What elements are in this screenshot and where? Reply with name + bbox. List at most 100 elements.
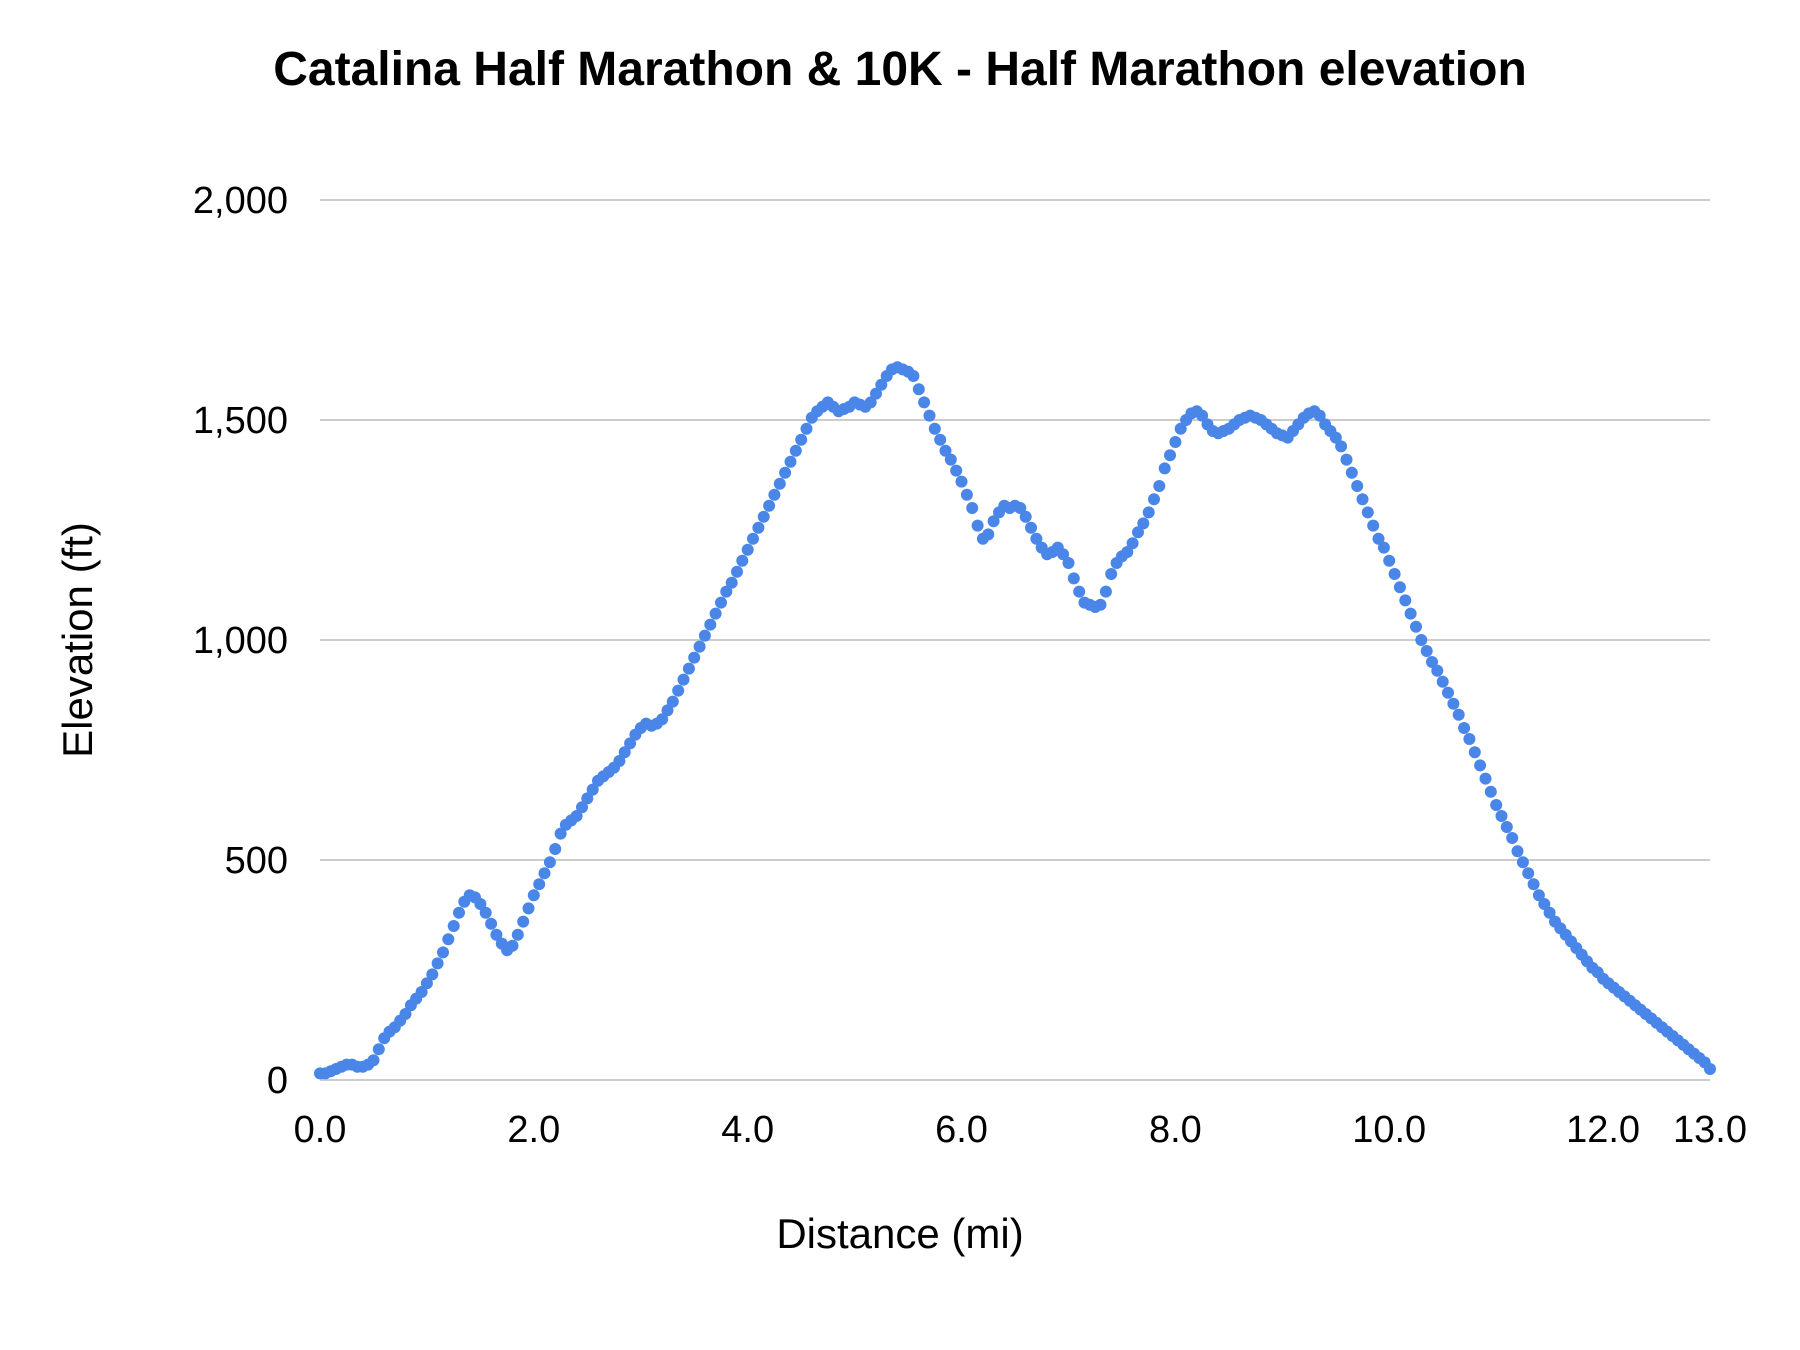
- data-point: [613, 755, 626, 767]
- data-point: [955, 475, 968, 488]
- data-point: [944, 453, 957, 466]
- data-point: [1458, 722, 1471, 734]
- data-point: [624, 737, 637, 750]
- data-point: [1067, 572, 1080, 585]
- data-point: [1367, 519, 1380, 532]
- data-point: [1420, 645, 1433, 657]
- data-point: [918, 396, 931, 409]
- data-point: [1158, 462, 1171, 475]
- data-point: [768, 488, 781, 501]
- data-point: [688, 651, 701, 664]
- data-point: [522, 902, 535, 915]
- data-point: [1490, 799, 1503, 811]
- data-point: [912, 383, 925, 396]
- data-point: [725, 576, 738, 589]
- data-point: [1105, 568, 1118, 580]
- data-point: [731, 565, 743, 578]
- data-point: [1431, 664, 1444, 677]
- data-point: [779, 466, 792, 479]
- data-point: [763, 499, 776, 512]
- data-point: [1062, 557, 1075, 569]
- data-point: [773, 477, 786, 490]
- data-point: [1019, 510, 1032, 523]
- data-point: [864, 396, 877, 409]
- data-point: [543, 856, 556, 869]
- data-point: [1121, 546, 1134, 558]
- data-point: [431, 957, 444, 970]
- data-point: [704, 618, 717, 631]
- data-point: [752, 521, 765, 534]
- data-point: [1356, 493, 1369, 506]
- data-point: [554, 827, 567, 840]
- data-point: [1030, 532, 1043, 545]
- data-point: [1073, 585, 1086, 598]
- data-point: [1196, 409, 1209, 422]
- x-axis-title: Distance (mi): [776, 1210, 1024, 1257]
- data-point: [1393, 581, 1406, 594]
- chart-title: Catalina Half Marathon & 10K - Half Mara…: [273, 43, 1527, 96]
- data-point: [426, 968, 439, 981]
- data-point: [987, 515, 1000, 528]
- data-point: [490, 928, 503, 941]
- data-point: [1410, 620, 1422, 633]
- data-point: [789, 444, 802, 457]
- data-point: [1025, 521, 1037, 534]
- data-point: [795, 433, 808, 446]
- data-point: [1361, 506, 1374, 519]
- data-point: [736, 554, 749, 567]
- data-point: [784, 455, 797, 468]
- x-tick-label: 13.0: [1673, 1109, 1747, 1151]
- data-point: [1479, 772, 1492, 785]
- data-point: [1522, 867, 1535, 880]
- data-point: [971, 519, 984, 532]
- data-point: [960, 488, 973, 501]
- data-point: [517, 915, 530, 928]
- y-tick-label: 0: [267, 1060, 288, 1102]
- data-point: [923, 409, 936, 422]
- data-point: [1452, 708, 1465, 721]
- data-point: [1094, 598, 1107, 611]
- data-point: [1506, 832, 1519, 844]
- data-point: [1132, 526, 1144, 539]
- data-point: [757, 510, 770, 523]
- x-tick-label: 8.0: [1149, 1109, 1202, 1151]
- data-point: [1142, 506, 1155, 519]
- data-point: [715, 596, 727, 609]
- data-point: [1543, 906, 1556, 919]
- data-point: [415, 986, 428, 998]
- data-point: [950, 464, 963, 477]
- data-point: [1340, 453, 1353, 466]
- data-point: [1516, 856, 1529, 869]
- data-point: [928, 422, 941, 435]
- data-point: [747, 532, 759, 545]
- data-point: [367, 1054, 380, 1067]
- data-point: [1345, 466, 1358, 479]
- data-point: [1137, 517, 1150, 530]
- x-tick-label: 4.0: [721, 1109, 774, 1151]
- data-point: [741, 543, 754, 556]
- data-point: [1329, 431, 1342, 444]
- x-tick-label: 12.0: [1566, 1109, 1640, 1151]
- data-point: [399, 1008, 412, 1020]
- data-point: [1153, 480, 1166, 492]
- data-point: [1014, 502, 1027, 514]
- gridlines: [320, 199, 1710, 1081]
- data-point: [533, 878, 546, 891]
- data-point: [1484, 785, 1497, 798]
- data-point: [682, 662, 695, 675]
- data-point: [1335, 440, 1348, 453]
- x-tick-label: 10.0: [1352, 1109, 1426, 1151]
- data-point: [1704, 1063, 1716, 1075]
- data-point: [618, 746, 631, 759]
- data-point: [1383, 554, 1396, 567]
- x-tick-label: 0.0: [294, 1109, 347, 1151]
- data-point: [1442, 686, 1454, 699]
- x-tick-label: 6.0: [935, 1109, 988, 1151]
- data-point: [527, 889, 540, 902]
- data-point: [437, 946, 449, 959]
- data-point: [586, 783, 599, 796]
- data-point: [511, 928, 524, 941]
- data-point: [693, 640, 706, 653]
- data-point: [966, 502, 979, 514]
- data-point: [1436, 675, 1449, 688]
